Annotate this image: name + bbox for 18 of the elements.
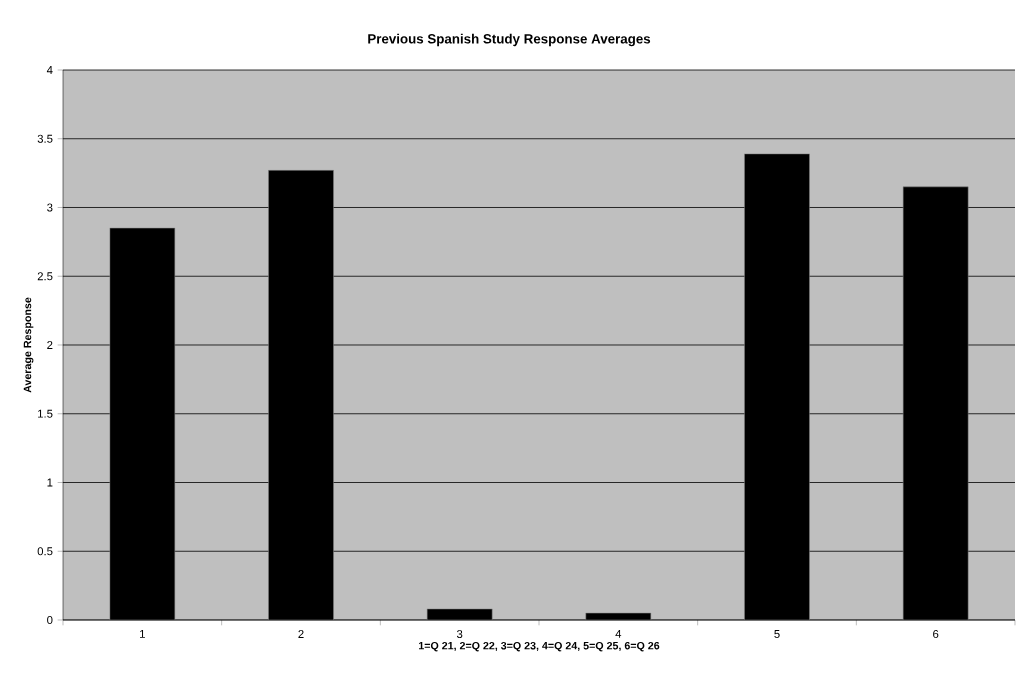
x-tick-label: 1	[140, 630, 145, 638]
y-tick-label: 1	[47, 478, 53, 487]
x-tick-label: 4	[615, 630, 622, 638]
chart-title: Previous Spanish Study Response Averages	[368, 33, 651, 47]
y-tick-label: 3	[47, 203, 53, 212]
x-tick-label: 3	[456, 630, 463, 639]
y-tick-label: 1.5	[38, 409, 53, 418]
x-axis-title: 1=Q 21, 2=Q 22, 3=Q 23, 4=Q 24, 5=Q 25, 6=Q 26	[418, 641, 660, 652]
x-tick-label: 5	[774, 630, 780, 638]
y-tick-label: 3.5	[37, 134, 53, 143]
x-tick-label: 6	[933, 630, 939, 639]
y-tick-label: 0	[47, 616, 53, 625]
x-tick-label: 2	[298, 630, 304, 638]
y-tick-label: 2.5	[37, 272, 53, 281]
y-tick-label: 2	[47, 341, 53, 349]
y-axis-title: Average Response	[23, 297, 34, 393]
y-tick-label: 4	[46, 66, 53, 74]
y-tick-label: 0.5	[37, 547, 53, 556]
